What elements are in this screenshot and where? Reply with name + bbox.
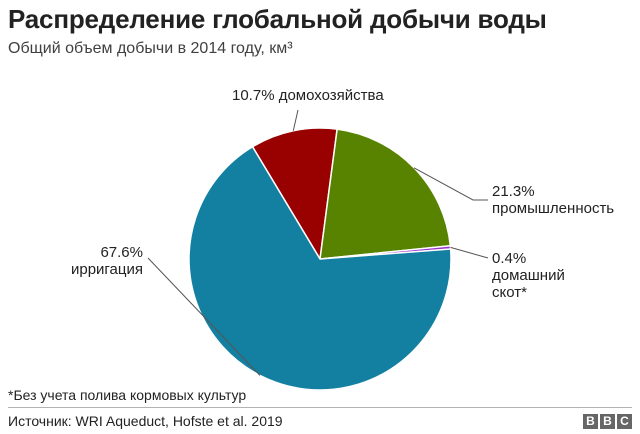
leader-line bbox=[147, 257, 261, 376]
slice-label: 0.4% домашний скот* bbox=[492, 250, 565, 301]
slice-label-line: домашний bbox=[492, 267, 565, 284]
bbc-logo-letter: C bbox=[617, 414, 632, 429]
slice-label: 10.7% домохозяйства bbox=[232, 87, 384, 104]
leader-line bbox=[450, 246, 489, 259]
bbc-logo-letter: B bbox=[600, 414, 615, 429]
leader-line bbox=[413, 167, 488, 201]
slice-label-line: 67.6% bbox=[100, 244, 143, 261]
chart-title: Распределение глобальной добычи воды bbox=[8, 4, 547, 34]
slice-label-line: промышленность bbox=[492, 200, 614, 217]
slice-label-line: 21.3% bbox=[492, 183, 535, 200]
leader-line bbox=[292, 109, 299, 131]
slice-label-line: 0.4% bbox=[492, 250, 526, 267]
slice-label: 21.3% промышленность bbox=[492, 183, 614, 217]
bbc-logo-letter: B bbox=[583, 414, 598, 429]
slice-label-line: ирригация bbox=[71, 261, 143, 278]
slice-label-line: 10.7% домохозяйства bbox=[232, 87, 384, 104]
bbc-logo: B B C bbox=[583, 414, 632, 429]
source-note: Источник: WRI Aqueduct, Hofste et al. 20… bbox=[8, 413, 283, 429]
chart-subtitle: Общий объем добычи в 2014 году, км³ bbox=[8, 40, 293, 57]
pie-slice bbox=[251, 127, 338, 262]
pie-slice bbox=[319, 128, 452, 260]
footnote: *Без учета полива кормовых культур bbox=[8, 387, 247, 403]
slice-label-line: скот* bbox=[492, 284, 527, 301]
slice-label: 67.6% ирригация bbox=[71, 244, 143, 278]
divider bbox=[8, 407, 632, 408]
